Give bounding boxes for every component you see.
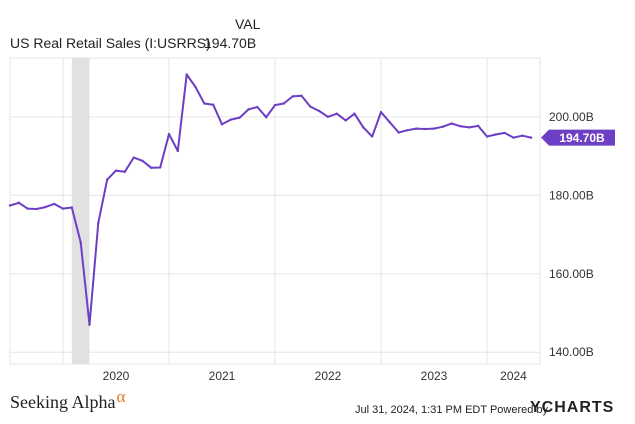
data-point: [309, 105, 312, 108]
data-point: [264, 116, 268, 119]
y-tick-label: 180.00B: [549, 188, 594, 202]
ycharts-logo[interactable]: YCHARTS: [530, 399, 615, 416]
data-point: [88, 323, 91, 326]
data-point: [388, 121, 392, 124]
data-point: [238, 116, 241, 119]
data-point: [158, 166, 162, 169]
data-point: [512, 136, 515, 139]
data-point: [211, 103, 215, 106]
data-point: [105, 178, 109, 181]
data-point: [44, 205, 47, 209]
data-point: [485, 135, 489, 138]
y-tick-label: 200.00B: [549, 110, 594, 124]
data-point: [97, 221, 100, 224]
data-point: [123, 170, 127, 173]
data-point: [370, 135, 374, 138]
data-point: [203, 102, 206, 105]
y-tick-label: 160.00B: [549, 267, 594, 281]
data-point: [132, 156, 135, 159]
powered-by-text: Powered by: [489, 404, 549, 416]
data-point: [503, 131, 506, 135]
last-value-badge: [541, 129, 615, 146]
data-point: [415, 127, 418, 130]
data-point: [317, 109, 321, 113]
data-point: [450, 122, 453, 125]
data-point: [406, 128, 409, 132]
data-point: [423, 127, 427, 131]
series-line[interactable]: [9, 73, 533, 326]
y-tick-label: 140.00B: [549, 345, 594, 359]
data-point: [468, 126, 471, 129]
data-point: [220, 123, 224, 126]
seeking-alpha-logo: Seeking Alphaα: [10, 387, 125, 413]
data-point: [353, 112, 356, 115]
data-point: [441, 125, 445, 128]
data-point: [273, 103, 277, 107]
data-point: [79, 241, 82, 244]
data-point: [432, 127, 436, 130]
data-point: [521, 134, 524, 137]
data-point: [529, 136, 533, 139]
legend-header: VAL US Real Retail Sales (I:USRRS) 194.7…: [8, 10, 268, 51]
data-point: [247, 108, 250, 111]
data-point: [256, 105, 259, 109]
data-point: [476, 124, 480, 128]
data-point: [61, 207, 65, 210]
x-tick-label: 2022: [315, 369, 342, 383]
data-point: [291, 95, 294, 98]
data-point: [26, 207, 29, 210]
data-point: [35, 207, 38, 211]
last-value-label: 194.70B: [559, 131, 605, 145]
data-point: [185, 73, 188, 76]
x-tick-label: 2021: [209, 369, 236, 383]
data-point: [344, 119, 347, 122]
data-point: [459, 125, 462, 128]
data-point: [282, 102, 286, 105]
data-point: [176, 149, 180, 153]
legend-column-header: VAL: [235, 16, 261, 32]
footer-timestamp: Jul 31, 2024, 1:31 PM EDT Powered by: [355, 404, 548, 416]
data-point: [194, 85, 197, 89]
data-point: [17, 201, 21, 204]
data-point: [229, 118, 233, 121]
data-point: [141, 159, 144, 162]
x-tick-label: 2024: [500, 369, 527, 383]
data-point: [8, 204, 12, 207]
alpha-symbol: α: [116, 387, 126, 406]
data-point: [379, 110, 383, 114]
legend-series-name[interactable]: US Real Retail Sales (I:USRRS): [10, 35, 211, 51]
data-point: [335, 112, 339, 115]
data-point: [52, 202, 56, 206]
data-point: [150, 166, 153, 170]
data-point: [300, 94, 303, 97]
data-point: [326, 115, 330, 119]
x-tick-label: 2023: [421, 369, 448, 383]
timestamp-text: Jul 31, 2024, 1:31 PM EDT: [355, 404, 487, 416]
data-point: [397, 131, 400, 134]
legend-series-value: 194.70B: [204, 35, 257, 51]
brand-name: Seeking Alpha: [10, 392, 116, 412]
data-point: [114, 169, 118, 172]
data-point: [362, 126, 365, 129]
data-point: [70, 206, 74, 209]
recession-band: [71, 58, 90, 364]
x-tick-label: 2020: [103, 369, 130, 383]
data-point: [494, 133, 498, 136]
data-point: [167, 132, 171, 136]
